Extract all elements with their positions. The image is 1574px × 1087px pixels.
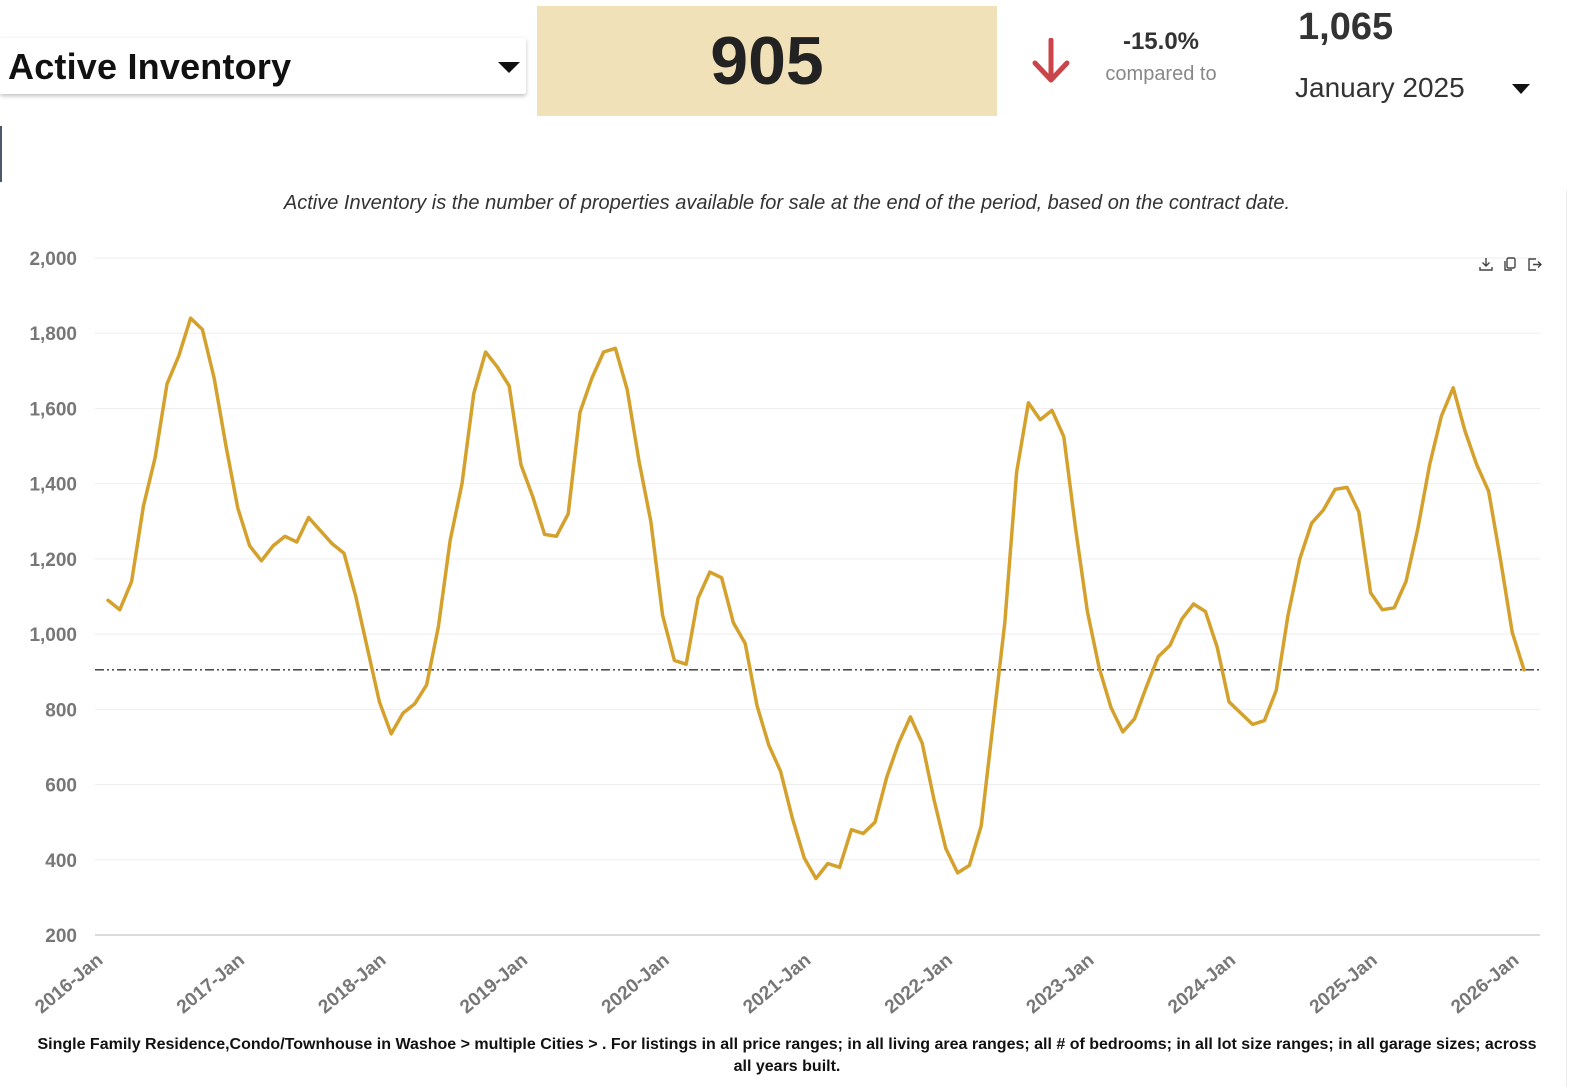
current-value-card: 905 xyxy=(537,6,997,116)
y-tick-label: 1,200 xyxy=(29,550,77,571)
x-tick-label: 2017-Jan xyxy=(173,950,249,1018)
period-dropdown[interactable]: January 2025 xyxy=(1290,70,1550,110)
x-tick-label: 2025-Jan xyxy=(1306,950,1382,1018)
x-tick-label: 2022-Jan xyxy=(881,950,957,1018)
copy-icon[interactable] xyxy=(1502,256,1518,272)
download-icon[interactable] xyxy=(1478,256,1494,272)
divider xyxy=(0,126,2,182)
y-tick-label: 600 xyxy=(45,776,77,797)
period-label: January 2025 xyxy=(1295,72,1465,103)
chart-toolbar xyxy=(1478,256,1542,272)
x-tick-label: 2026-Jan xyxy=(1447,950,1523,1018)
current-value: 905 xyxy=(710,23,824,99)
share-icon[interactable] xyxy=(1526,256,1542,272)
y-tick-label: 1,800 xyxy=(29,324,77,345)
y-tick-label: 1,600 xyxy=(29,399,77,420)
comparison-value: 1,065 xyxy=(1298,6,1394,48)
change-percent: -15.0% xyxy=(1122,28,1200,55)
y-tick-label: 400 xyxy=(45,851,77,872)
y-tick-label: 200 xyxy=(45,926,77,947)
y-tick-label: 1,000 xyxy=(29,625,77,646)
y-tick-label: 2,000 xyxy=(29,249,77,270)
x-tick-label: 2023-Jan xyxy=(1023,950,1099,1018)
metric-label: Active Inventory xyxy=(8,46,292,87)
y-tick-label: 1,400 xyxy=(29,475,77,496)
chart-footnote: Single Family Residence,Condo/Townhouse … xyxy=(37,1036,1537,1075)
x-tick-label: 2024-Jan xyxy=(1164,950,1240,1018)
x-tick-label: 2020-Jan xyxy=(598,950,674,1018)
compared-to-label: compared to xyxy=(1105,63,1217,85)
chevron-down-icon[interactable] xyxy=(498,62,520,73)
x-tick-label: 2016-Jan xyxy=(31,950,107,1018)
divider xyxy=(1566,190,1567,1087)
chart-description: Active Inventory is the number of proper… xyxy=(283,192,1291,214)
y-tick-label: 800 xyxy=(45,700,77,721)
chevron-down-icon[interactable] xyxy=(1512,84,1530,94)
x-tick-label: 2018-Jan xyxy=(315,950,391,1018)
arrow-down-icon xyxy=(1032,38,1070,83)
x-tick-label: 2021-Jan xyxy=(739,950,815,1018)
x-tick-label: 2019-Jan xyxy=(456,950,532,1018)
series-line xyxy=(106,316,1526,881)
metric-dropdown[interactable]: Active Inventory xyxy=(0,38,526,94)
